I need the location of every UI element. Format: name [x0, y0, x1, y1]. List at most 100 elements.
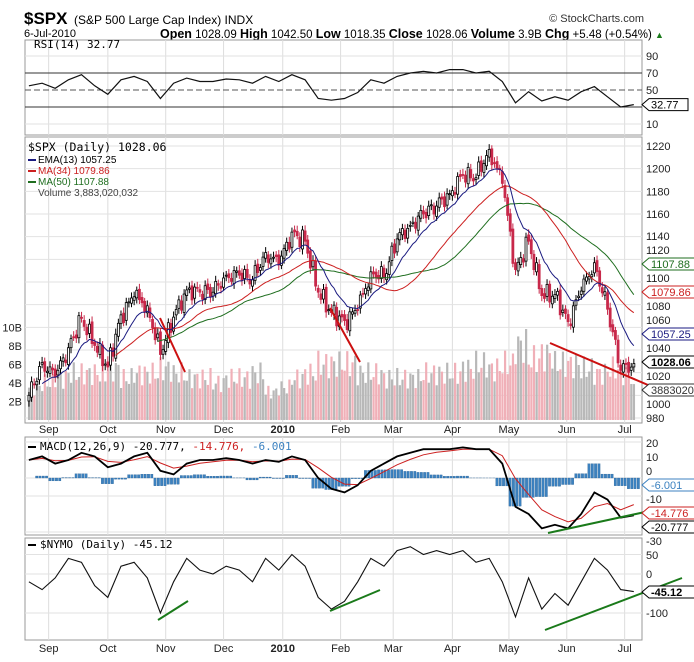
- candle-down: [159, 331, 162, 355]
- candle-up: [264, 252, 268, 259]
- candle-down: [566, 314, 570, 323]
- candle-up: [109, 347, 112, 366]
- candle-down: [422, 210, 425, 215]
- candle-up: [456, 176, 460, 195]
- candle-down: [140, 297, 144, 304]
- macd-histogram-bar: [610, 473, 614, 479]
- volume-bar: [148, 383, 152, 420]
- macd-histogram-bar: [262, 476, 265, 479]
- macd-histogram-bar: [396, 469, 400, 479]
- macd-histogram-bar: [295, 475, 298, 479]
- macd-histogram-bar: [314, 477, 318, 489]
- volume-bar: [401, 379, 404, 420]
- nymo-last-value: -45.12: [651, 587, 682, 599]
- candle-down: [82, 320, 86, 327]
- candle-up: [524, 236, 528, 262]
- volume-bar: [138, 365, 141, 420]
- volume-bar: [369, 379, 373, 420]
- nymo-tick-label: 0: [646, 569, 652, 581]
- panel-frame: [24, 537, 643, 641]
- trendline-nymo-nov: [157, 600, 189, 621]
- volume-bar: [548, 353, 551, 420]
- candle-down: [245, 268, 249, 278]
- volume-bar: [361, 372, 365, 420]
- candle-down: [606, 292, 609, 310]
- candle-down: [195, 286, 199, 289]
- macd-histogram-bar: [620, 477, 624, 486]
- month-label-bottom: Mar: [384, 643, 403, 655]
- volume-bar: [188, 369, 191, 420]
- volume-bar: [180, 362, 183, 420]
- volume-bar: [622, 385, 625, 420]
- volume-bar: [348, 376, 352, 420]
- month-label-bottom: Feb: [331, 643, 350, 655]
- ema13-line: [41, 168, 635, 385]
- volume-legend: Volume 3,883,020,032: [38, 188, 139, 199]
- symbol: $SPX: [24, 9, 68, 28]
- macd-histogram-bar: [285, 475, 288, 479]
- low-label: Low: [315, 27, 341, 41]
- candle-up: [56, 369, 60, 376]
- volume-bar: [564, 376, 567, 420]
- candle-up: [88, 323, 91, 334]
- macd-histogram-bar: [617, 477, 620, 486]
- candle-up: [437, 197, 441, 208]
- macd-histogram-bar: [81, 473, 85, 479]
- macd-tick-label: -30: [646, 536, 662, 548]
- candle-up: [358, 294, 362, 309]
- candle-up: [577, 295, 581, 298]
- macd-histogram-bar: [222, 475, 226, 479]
- rsi-tick-label: 10: [646, 119, 658, 131]
- close-last-value-box: [641, 355, 694, 369]
- macd-histogram-bar: [636, 477, 640, 489]
- volume-bar: [404, 369, 407, 420]
- macd-histogram-bar: [268, 476, 272, 479]
- candle-down: [206, 283, 210, 290]
- macd-histogram-bar: [436, 474, 440, 479]
- candle-down: [277, 254, 281, 266]
- macd-histogram-bar: [613, 477, 617, 486]
- candle-down: [616, 339, 620, 364]
- candle-down: [43, 361, 47, 372]
- macd-last-value: -20.777: [651, 522, 688, 534]
- volume-bar: [56, 376, 60, 420]
- candle-down: [548, 283, 552, 303]
- candle-down: [256, 263, 260, 273]
- volume-bar: [67, 373, 70, 420]
- volume-bar: [414, 388, 417, 420]
- volume-bar: [130, 368, 133, 420]
- volume-bar: [206, 384, 209, 420]
- price-legend: $SPX (Daily) 1028.06: [28, 140, 167, 154]
- volume-bar: [288, 379, 291, 420]
- candle-down: [308, 250, 312, 269]
- candle-up: [272, 256, 275, 259]
- macd-histogram-bar: [104, 477, 108, 484]
- volume-bar: [590, 358, 593, 420]
- macd-histogram-bar: [627, 477, 630, 489]
- volume-bar: [41, 391, 44, 420]
- volume-bar: [254, 372, 257, 420]
- candle-down: [287, 242, 291, 250]
- candle-up: [429, 204, 433, 207]
- volume-bar: [398, 385, 401, 420]
- macd-histogram-bar: [512, 477, 515, 507]
- ma34-last-value: 1079.86: [651, 287, 691, 299]
- candle-up: [251, 279, 254, 287]
- volume-bar: [514, 364, 517, 420]
- volume-bar: [62, 388, 65, 420]
- macd-histogram-bar: [203, 474, 206, 479]
- volume-bar: [611, 356, 615, 420]
- volume-bar: [498, 371, 501, 420]
- volume-bar: [259, 362, 262, 420]
- volume-bar: [304, 369, 307, 420]
- macd-tick-label: -10: [646, 494, 662, 506]
- close-value: 1028.06: [425, 29, 468, 41]
- candle-down: [53, 368, 57, 378]
- candle-down: [564, 308, 567, 314]
- macd-histogram-bar: [502, 477, 505, 487]
- volume-bar: [535, 371, 538, 420]
- macd-histogram-bar: [633, 477, 637, 489]
- macd-histogram-bar: [400, 469, 403, 479]
- candle-down: [511, 228, 515, 264]
- candle-up: [419, 209, 423, 219]
